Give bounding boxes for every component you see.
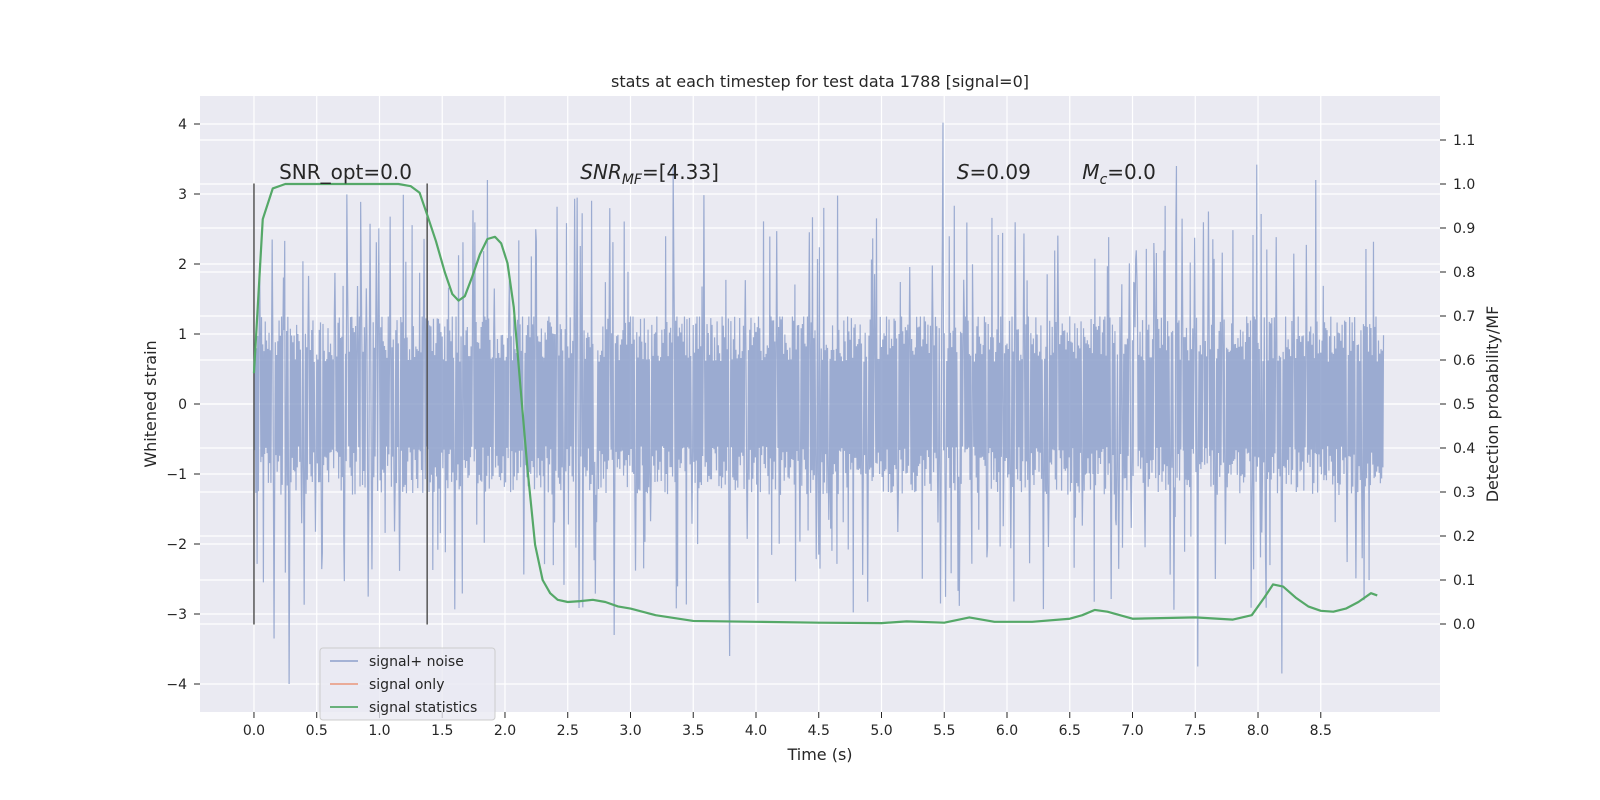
legend-label-statistics: signal statistics bbox=[369, 700, 477, 716]
right-y-tick-label: 0.3 bbox=[1453, 485, 1475, 501]
x-tick-label: 6.0 bbox=[996, 723, 1018, 739]
left-y-tick-label: −2 bbox=[166, 537, 187, 553]
axes: 0.0 0.5 1.0 1.5 2.0 2.5 3.0 3.5 4.0 4.5 5.0 5.5 6.0 6… bbox=[166, 117, 1475, 739]
left-y-tick-label: −3 bbox=[166, 607, 187, 623]
x-tick-label: 7.0 bbox=[1121, 723, 1143, 739]
right-y-tick-label: 0.9 bbox=[1453, 221, 1475, 237]
x-tick-label: 2.0 bbox=[494, 723, 516, 739]
plot-annotation: Mc=0.0 bbox=[1082, 160, 1156, 188]
right-y-tick-label: 1.1 bbox=[1453, 133, 1475, 149]
left-y-tick-label: 1 bbox=[178, 327, 187, 343]
right-y-tick-label: 0.5 bbox=[1453, 397, 1475, 413]
x-tick-label: 0.0 bbox=[243, 723, 265, 739]
right-y-tick-label: 0.7 bbox=[1453, 309, 1475, 325]
right-y-tick-label: 1.0 bbox=[1453, 177, 1475, 193]
statistics-series bbox=[252, 182, 1378, 625]
right-y-tick-label: 0.4 bbox=[1453, 441, 1475, 457]
noise-series-line bbox=[253, 122, 1385, 685]
plot-annotation: SNR_opt=0.0 bbox=[279, 160, 412, 184]
left-y-tick-label: −4 bbox=[166, 677, 187, 693]
x-tick-label: 5.5 bbox=[933, 723, 955, 739]
right-y-tick-label: 0.6 bbox=[1453, 353, 1475, 369]
x-tick-label: 1.5 bbox=[431, 723, 453, 739]
chart-title: stats at each timestep for test data 178… bbox=[611, 72, 1029, 91]
noise-series bbox=[253, 122, 1385, 685]
right-y-axis-label: Detection probability/MF bbox=[1483, 306, 1502, 503]
x-tick-label: 2.5 bbox=[557, 723, 579, 739]
plot-annotation: S=0.09 bbox=[957, 160, 1031, 184]
x-tick-label: 4.5 bbox=[808, 723, 830, 739]
vertical-markers bbox=[253, 183, 428, 625]
right-y-tick-label: 0.8 bbox=[1453, 265, 1475, 281]
x-tick-label: 8.5 bbox=[1310, 723, 1332, 739]
legend-label-noise: signal+ noise bbox=[369, 654, 464, 670]
x-tick-label: 0.5 bbox=[306, 723, 328, 739]
left-y-tick-label: 4 bbox=[178, 117, 187, 133]
x-tick-label: 5.0 bbox=[870, 723, 892, 739]
x-tick-label: 3.0 bbox=[619, 723, 641, 739]
x-axis-label: Time (s) bbox=[786, 745, 852, 764]
x-tick-label: 3.5 bbox=[682, 723, 704, 739]
left-y-tick-label: 2 bbox=[178, 257, 187, 273]
right-y-tick-label: 0.2 bbox=[1453, 529, 1475, 545]
left-y-tick-label: 0 bbox=[178, 397, 187, 413]
legend-box bbox=[319, 647, 496, 721]
x-tick-label: 8.0 bbox=[1247, 723, 1269, 739]
x-tick-label: 4.0 bbox=[745, 723, 767, 739]
legend: signal+ noise signal only signal statist… bbox=[319, 647, 496, 721]
plot-annotation: SNRMF=[4.33] bbox=[580, 160, 719, 188]
left-y-tick-label: 3 bbox=[178, 187, 187, 203]
right-y-tick-label: 0.0 bbox=[1453, 617, 1475, 633]
statistics-series-line bbox=[252, 182, 1378, 625]
x-tick-label: 7.5 bbox=[1184, 723, 1206, 739]
x-tick-label: 6.5 bbox=[1059, 723, 1081, 739]
annotations: SNR_opt=0.0 SNRMF=[4.33] S=0.09 Mc=0.0 bbox=[279, 160, 1156, 188]
left-y-axis-label: Whitened strain bbox=[141, 340, 160, 467]
x-tick-label: 1.0 bbox=[368, 723, 390, 739]
right-y-tick-label: 0.1 bbox=[1453, 573, 1475, 589]
legend-label-signal-only: signal only bbox=[369, 677, 444, 693]
left-y-tick-label: −1 bbox=[166, 467, 187, 483]
